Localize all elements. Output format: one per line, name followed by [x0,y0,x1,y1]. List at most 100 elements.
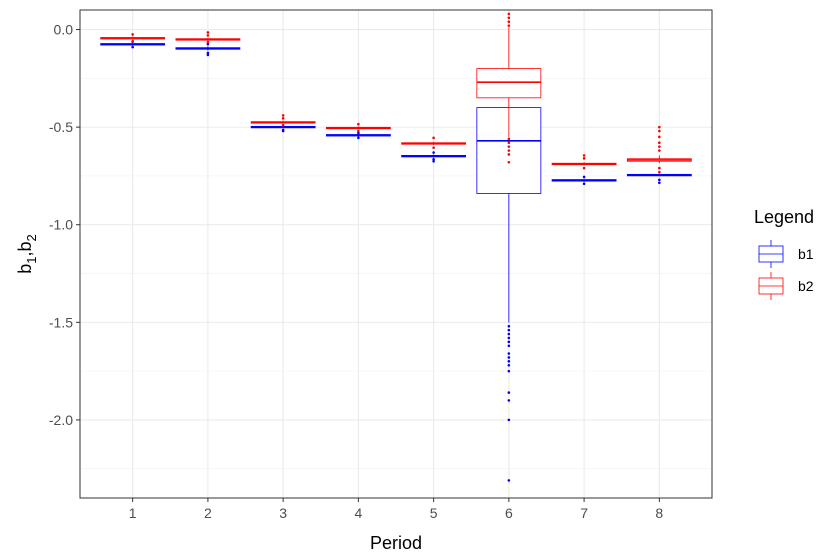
outlier-point [507,352,511,355]
outlier-point [658,178,661,182]
outlier-point [507,332,511,336]
outlier-point [432,151,435,154]
outlier-point [206,53,210,57]
y-axis-title-base2: b [15,241,35,251]
outlier-point [658,149,661,152]
x-tick-label: 3 [279,505,287,521]
outlier-point [507,153,511,156]
legend-title: Legend [754,207,814,227]
outlier-point [206,34,210,37]
outlier-point [582,166,586,170]
legend-label: b2 [798,278,814,294]
outlier-point [507,324,511,328]
legend-label: b1 [798,246,814,262]
outlier-point [507,24,511,27]
legend-entry-b1: b1 [758,240,814,268]
box-b2-period-1 [100,33,166,43]
outlier-point [206,31,210,34]
box-b1-period-4 [325,131,391,140]
outlier-point [507,344,511,348]
x-tick-label: 5 [430,505,438,521]
box-b1-period-2 [175,42,241,57]
outlier-point [582,157,586,160]
minor-grid [80,78,712,470]
outlier-point [507,356,511,359]
y-axis-title-base: b [15,264,35,274]
outlier-point [658,181,661,185]
x-tick-label: 1 [129,505,137,521]
x-tick-label: 4 [354,505,362,521]
outlier-point [281,129,285,133]
box-b2-period-8 [626,125,692,174]
box-b2-period-3 [250,114,316,127]
y-tick-label: -0.5 [49,119,73,135]
y-tick-label: -1.0 [49,217,73,233]
legend-entry-b2: b2 [758,272,814,300]
outlier-point [658,129,661,133]
x-tick-label: 6 [505,505,513,521]
y-axis-title-sep: , [15,251,35,256]
outlier-point [507,399,511,402]
outlier-point [357,122,360,126]
y-axis-title: b1,b2 [15,234,39,274]
outlier-point [206,42,210,46]
outlier-point [507,20,511,24]
box-b1-period-8 [626,173,692,185]
y-tick-label: -1.5 [49,314,73,330]
series-b2 [100,12,692,174]
outlier-point [357,131,360,135]
x-tick-label: 8 [655,505,663,521]
outlier-point [507,141,511,145]
outlier-point [131,39,134,43]
box-b2-period-2 [175,31,241,44]
outlier-point [432,158,435,161]
outlier-point [432,146,435,149]
outlier-point [206,40,210,44]
x-tick-label: 2 [204,505,212,521]
outlier-point [281,114,285,117]
outlier-point [507,16,511,20]
outlier-point [507,137,511,141]
outlier-point [658,135,661,139]
outlier-point [281,117,285,120]
outlier-point [658,145,661,148]
outlier-point [131,33,134,36]
outlier-point [357,129,360,133]
y-axis-title-sub1: 1 [24,257,39,264]
major-grid [80,10,712,498]
y-tick-label: 0.0 [54,22,74,38]
outlier-point [658,166,661,170]
box-b1-period-7 [551,175,617,186]
plot-panel [80,10,712,498]
outlier-point [507,149,511,152]
y-tick-label: -2.0 [49,412,73,428]
outlier-point [507,391,511,394]
outlier-point [507,363,511,367]
outlier-point [281,123,285,127]
outlier-point [432,159,435,163]
outlier-point [658,141,661,145]
outlier-point [582,154,586,157]
legend-entries: b1 b2 [758,240,814,300]
outlier-point [507,12,511,16]
x-axis-ticks: 1 2 3 4 5 6 7 8 [129,498,663,521]
y-axis-ticks: 0.0 -0.5 -1.0 -1.5 -2.0 [49,22,80,428]
box-body [476,68,542,99]
box-b1-period-5 [401,151,467,163]
outlier-point [507,369,511,373]
plot-border [79,9,713,499]
outlier-point [131,45,134,49]
box-b2-period-5 [401,136,467,149]
y-axis-title-sub2: 2 [24,234,39,241]
outlier-point [658,125,661,129]
legend: Legend b1 b2 [754,207,814,300]
outlier-point [206,51,210,55]
box-b2-period-6 [476,12,542,164]
outlier-point [658,170,661,174]
box-series [100,12,692,482]
outlier-point [507,418,511,422]
box-b2-period-4 [325,122,391,133]
box-b2-period-7 [551,154,617,170]
outlier-point [507,340,511,344]
